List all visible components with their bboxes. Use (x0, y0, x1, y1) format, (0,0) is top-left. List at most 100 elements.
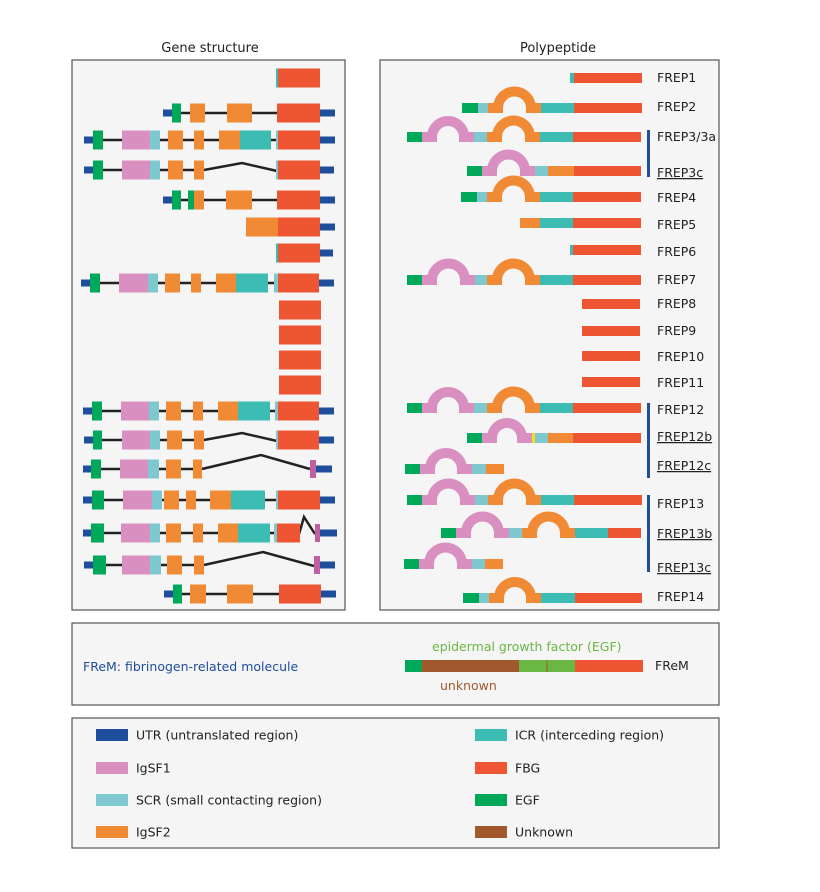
igsf1-domain-loop (422, 258, 475, 285)
protein-label: FREP7 (657, 272, 696, 287)
polypeptide-row (462, 86, 642, 113)
alt-exon-exon (315, 524, 320, 542)
igsf1-domain-loop (482, 418, 532, 443)
legend-label: ICR (interceding region) (515, 728, 664, 743)
fbg-domain (574, 166, 641, 176)
egf-domain (407, 275, 422, 285)
igsf2-exon (190, 584, 206, 604)
frem-egf-label: epidermal growth factor (EGF) (432, 639, 622, 654)
igsf2-domain (548, 433, 573, 443)
protein-label: FREP11 (657, 375, 704, 390)
fbg-domain (575, 593, 642, 603)
igsf2-exon (226, 190, 252, 210)
igsf2-exon (168, 130, 183, 150)
legend-item: FBG (475, 761, 540, 776)
egf-exon (92, 490, 104, 510)
igsf2-exon (164, 490, 179, 510)
egf-domain (467, 433, 482, 443)
egf-exon (90, 273, 100, 293)
utr-exon (321, 590, 336, 598)
gene-row (81, 273, 334, 293)
egf-exon (172, 190, 181, 210)
fbg-domain (573, 245, 641, 255)
utr-exon (316, 465, 332, 473)
unknown-swatch (475, 826, 507, 838)
splice-line (203, 550, 315, 568)
igsf2-exon (218, 401, 238, 421)
igsf2-exon (165, 273, 180, 293)
fbg-domain (582, 377, 640, 387)
scr-domain (479, 593, 489, 603)
isoform-group-bar (647, 495, 650, 572)
scr-domain (535, 166, 548, 176)
scr-domain (474, 132, 487, 142)
egf-domain (441, 528, 456, 538)
igsf2-domain (485, 559, 503, 569)
isoform-group-bar (647, 130, 650, 177)
gene-row (84, 160, 334, 180)
utr-exon (164, 590, 173, 598)
utr-exon (84, 436, 93, 444)
utr-exon (319, 279, 334, 287)
utr-exon (320, 496, 335, 504)
splice-line (203, 161, 278, 173)
fbg-exon (277, 523, 300, 543)
scr-domain (509, 528, 522, 538)
fbg-exon (278, 401, 319, 421)
scr-exon (276, 490, 278, 510)
protein-label: FREP12c (657, 458, 711, 473)
igsf1-exon (120, 459, 148, 479)
fbg-domain (582, 351, 640, 361)
fbg-exon (278, 160, 320, 180)
igsf2-exon (168, 160, 183, 180)
polypeptide-row (405, 448, 504, 474)
igsf2-exon (218, 523, 238, 543)
polypeptide-title: Polypeptide (520, 41, 596, 56)
fbg-domain (608, 528, 641, 538)
fbg-exon (278, 217, 320, 237)
igsf1-domain-loop (419, 542, 472, 569)
gene-row (276, 243, 333, 263)
protein-label: FREP12 (657, 402, 704, 417)
scr-exon (148, 459, 159, 479)
fbg-domain (573, 218, 641, 228)
utr-exon (319, 436, 334, 444)
igsf1-exon (119, 273, 148, 293)
protein-label: FREP4 (657, 190, 696, 205)
icr-exon (238, 401, 270, 421)
scr-domain (477, 192, 487, 202)
scr-exon (149, 401, 159, 421)
egf-exon (172, 103, 181, 123)
fbg-exon (278, 490, 320, 510)
fbg-domain (573, 132, 641, 142)
igsf2-domain (520, 218, 540, 228)
igsf2-domain (486, 464, 504, 474)
igsf2-exon (186, 490, 196, 510)
fbg-exon (278, 68, 320, 88)
scr-exon (152, 490, 162, 510)
scr-exon (150, 130, 160, 150)
igsf2-swatch (96, 826, 128, 838)
icr-swatch (475, 729, 507, 741)
igsf1-exon (122, 130, 150, 150)
protein-label: FREP10 (657, 349, 704, 364)
egf-domain (407, 403, 422, 413)
egf-domain (404, 559, 419, 569)
splice-line (203, 431, 278, 443)
utr-exon (84, 561, 93, 569)
scr-domain (472, 559, 485, 569)
egf-domain (462, 103, 478, 113)
splice-line (201, 453, 311, 471)
igsf2-exon (166, 401, 181, 421)
igsf1-exon (121, 401, 149, 421)
icr-domain (540, 218, 573, 228)
fbg-exon (278, 430, 319, 450)
igsf2-exon (167, 430, 182, 450)
scr-exon (274, 523, 277, 543)
egf-domain (461, 192, 477, 202)
legend-label: IgSF2 (136, 825, 171, 840)
igsf2-exon (166, 523, 181, 543)
legend-item: Unknown (475, 825, 573, 840)
scr-exon (148, 273, 158, 293)
igsf2-exon (191, 273, 201, 293)
